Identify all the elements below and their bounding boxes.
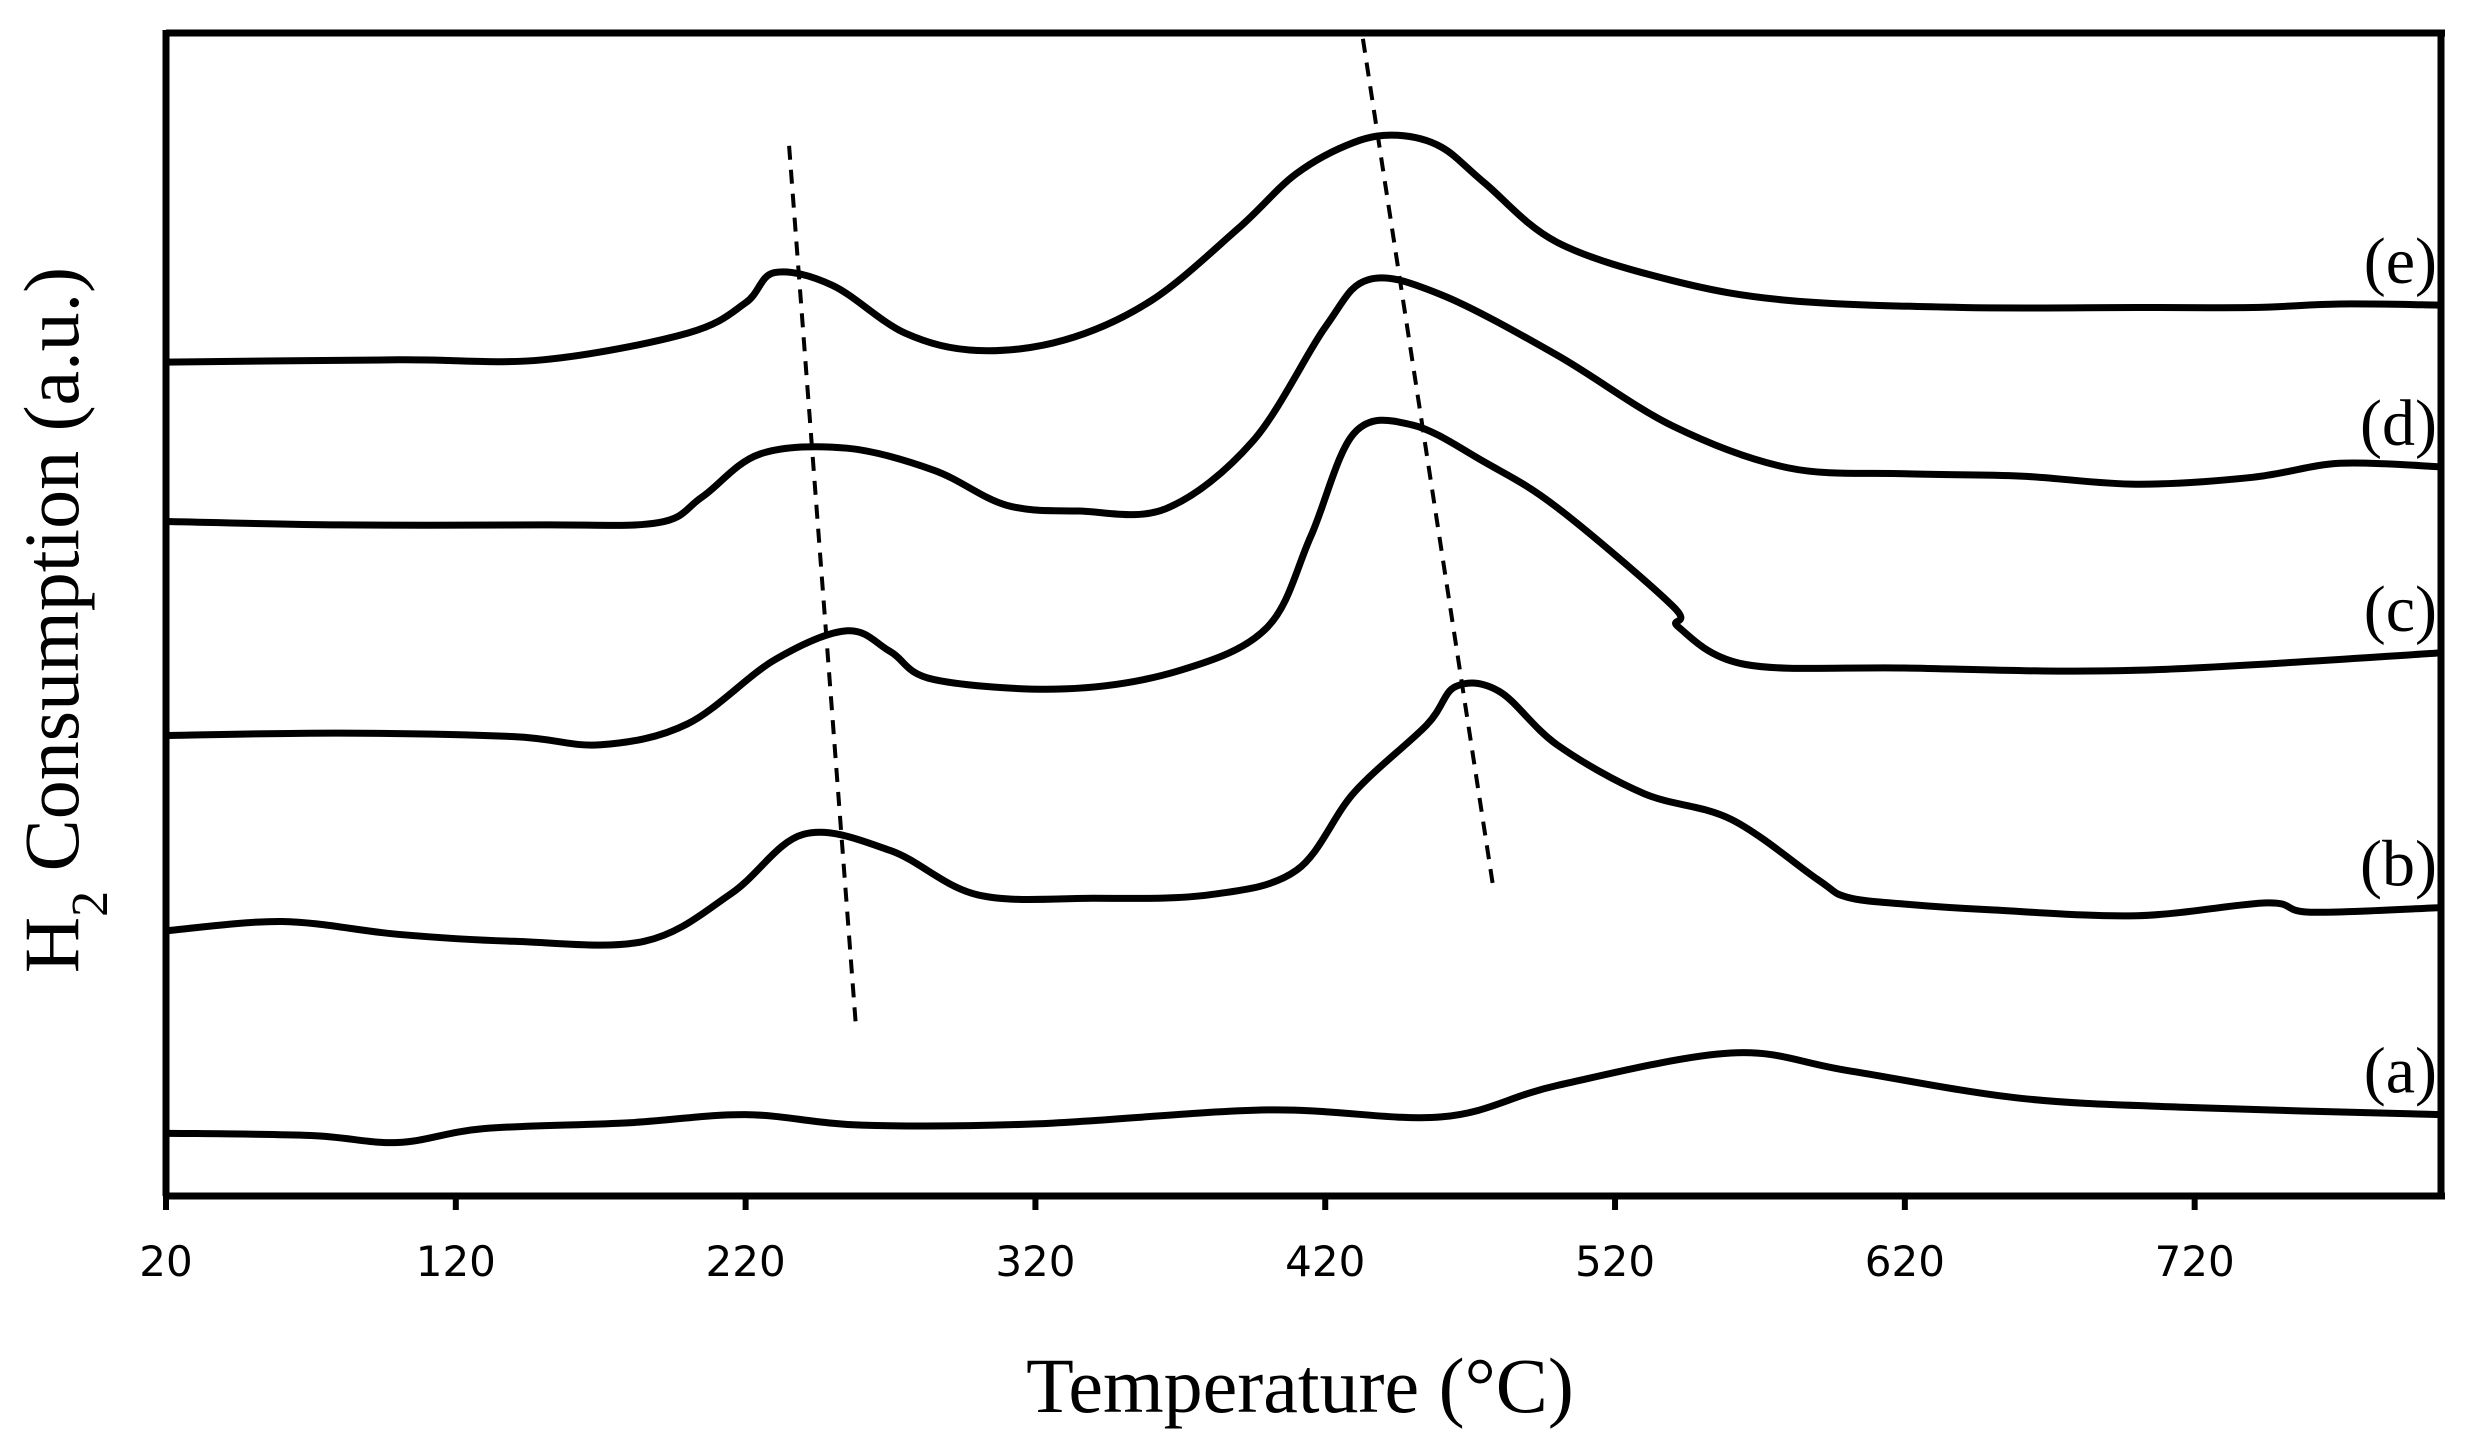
series-label: (a) — [2364, 1035, 2437, 1108]
series-line — [162, 131, 2445, 366]
x-tick-label: 520 — [1575, 1237, 1655, 1286]
x-tick-label: 120 — [416, 1237, 496, 1286]
y-axis-title-rest: Consumption (a.u.) — [8, 267, 95, 891]
series-curves — [162, 131, 2445, 1147]
y-axis-title: H2 Consumption (a.u.) — [8, 267, 119, 973]
x-tick-label: 220 — [706, 1237, 786, 1286]
series-labels: (a) (b) (c) (d) (e) — [2360, 225, 2437, 1107]
x-axis-title: Temperature (°C) — [1026, 1342, 1574, 1429]
trend-guides — [787, 38, 1496, 1025]
series-label: (d) — [2360, 387, 2437, 460]
x-tick-label: 320 — [995, 1237, 1075, 1286]
x-tick-label: 420 — [1285, 1237, 1365, 1286]
series-label: (c) — [2364, 573, 2437, 646]
x-axis-ticks: 20 120 220 320 420 520 620 720 — [139, 1196, 2235, 1286]
x-tick-label: 720 — [2155, 1237, 2235, 1286]
series-line — [162, 679, 2445, 949]
series-line — [162, 1049, 2445, 1147]
x-tick-label: 620 — [1865, 1237, 1945, 1286]
series-label: (e) — [2364, 225, 2437, 298]
trend-guide-line — [787, 145, 858, 1025]
series-label: (b) — [2360, 828, 2437, 901]
series-line — [162, 274, 2445, 529]
series-line — [162, 416, 2445, 749]
x-tick-label: 20 — [139, 1237, 192, 1286]
y-axis-title-h: H — [8, 917, 95, 973]
y-axis-title-subscript: 2 — [62, 891, 119, 917]
plot-frame — [162, 29, 2445, 1200]
